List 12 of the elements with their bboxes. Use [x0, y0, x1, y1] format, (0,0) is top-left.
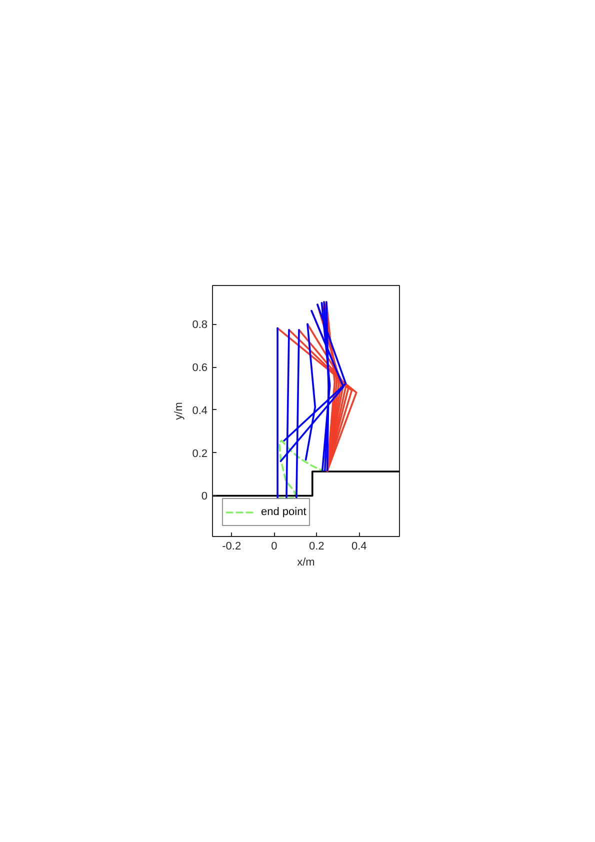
- y-tick-label: 0.4: [192, 404, 208, 417]
- y-tick-label: 0.6: [192, 362, 208, 374]
- y-tick-label: 0: [201, 490, 208, 503]
- x-tick-label: 0.4: [351, 540, 367, 552]
- x-tick-label: 0.2: [308, 540, 324, 552]
- y-tick-label: 0.8: [192, 319, 208, 332]
- legend-label: end point: [261, 506, 306, 518]
- x-axis-title: x/m: [297, 556, 315, 568]
- x-tick-label: -0.2: [222, 540, 242, 552]
- y-tick-label: 0.2: [192, 448, 208, 460]
- y-axis-title: y/m: [173, 402, 186, 420]
- x-tick-label: 0: [271, 540, 278, 552]
